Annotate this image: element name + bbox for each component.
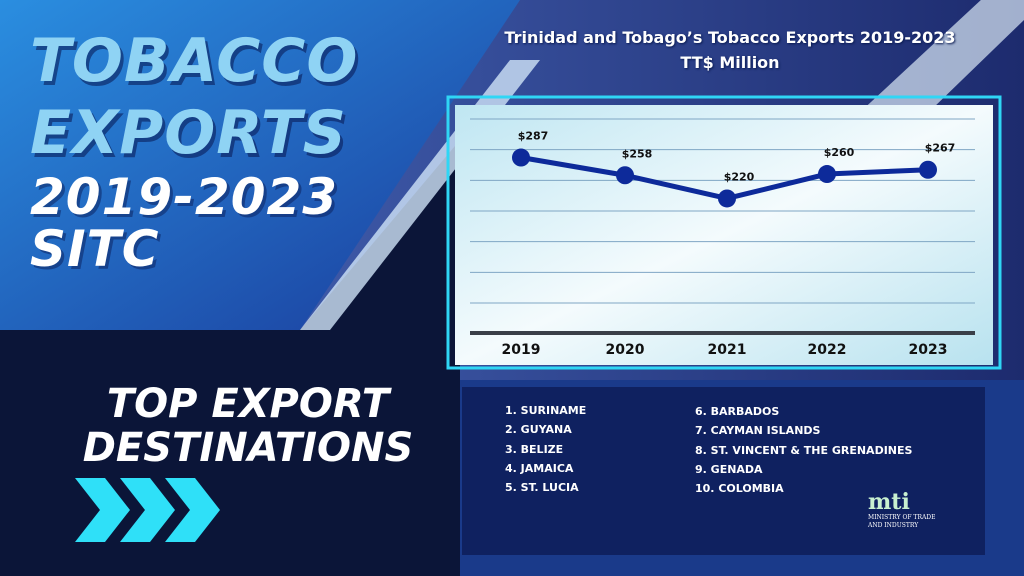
data-point xyxy=(919,160,937,179)
logo-line2: AND INDUSTRY xyxy=(868,522,919,529)
destination-item: 7. CAYMAN ISLANDS xyxy=(695,424,821,438)
destination-item: 8. ST. VINCENT & THE GRENADINES xyxy=(695,443,913,457)
destination-item: 5. ST. LUCIA xyxy=(505,481,579,495)
x-tick-label: 2021 xyxy=(708,342,747,358)
chart-subtitle: TT$ Million xyxy=(680,53,780,72)
data-point xyxy=(512,148,530,167)
destination-item: 10. COLOMBIA xyxy=(695,482,784,496)
data-label: $260 xyxy=(824,146,855,159)
data-point xyxy=(718,189,736,208)
data-label: $258 xyxy=(622,147,653,160)
data-label: $220 xyxy=(724,170,755,183)
destination-item: 4. JAMAICA xyxy=(505,461,574,475)
destination-item: 9. GENADA xyxy=(695,462,763,476)
heading-line1: TOP EXPORT xyxy=(106,381,390,427)
destinations-col1: 1. SURINAME 2. GUYANA 3. BELIZE 4. JAMAICA 5… xyxy=(505,404,586,500)
data-label: $287 xyxy=(518,130,549,143)
destination-item: 1. SURINAME xyxy=(505,404,587,417)
destinations-col2: 6. BARBADOS 7. CAYMAN ISLANDS 8. ST. VINCE… xyxy=(695,405,912,501)
destination-item: 3. BELIZE xyxy=(505,442,564,456)
x-tick-label: 2020 xyxy=(606,342,645,358)
data-point xyxy=(818,165,836,184)
hero-sitc: SITC xyxy=(30,220,160,278)
mti-logo: mti MINISTRY OF TRADE AND INDUSTRY xyxy=(868,489,936,529)
hero-title-line2: EXPORTS xyxy=(30,98,347,168)
chart-title: Trinidad and Tobago’s Tobacco Exports 20… xyxy=(504,28,956,47)
hero-years: 2019-2023 xyxy=(30,168,339,226)
x-tick-label: 2019 xyxy=(502,342,541,358)
x-tick-label: 2022 xyxy=(808,342,847,358)
hero-title-line1: TOBACCO xyxy=(30,26,359,96)
data-point xyxy=(616,166,634,185)
destinations-heading: TOP EXPORT DESTINATIONS xyxy=(78,382,418,470)
data-label: $267 xyxy=(925,142,956,155)
x-tick-label: 2023 xyxy=(909,342,948,358)
destination-item: 2. GUYANA xyxy=(505,423,572,437)
heading-line2: DESTINATIONS xyxy=(82,425,414,471)
destination-item: 6. BARBADOS xyxy=(695,405,780,418)
logo-line1: MINISTRY OF TRADE xyxy=(868,514,936,521)
chevrons-icon xyxy=(75,478,220,542)
